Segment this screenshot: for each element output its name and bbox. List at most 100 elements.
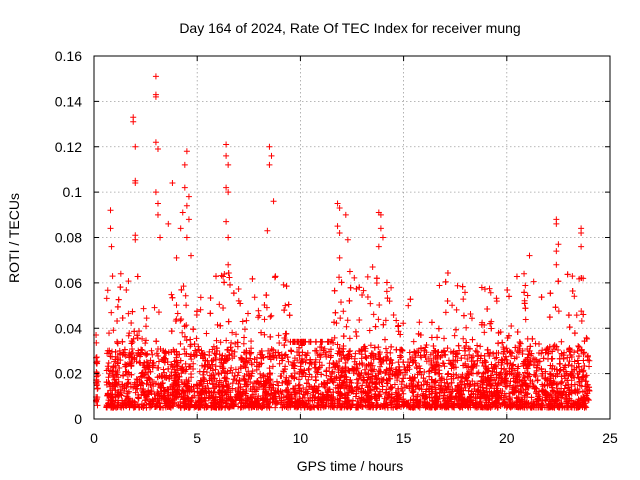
data-point [159, 357, 166, 364]
data-point [484, 347, 491, 354]
data-point [340, 308, 347, 315]
data-point [508, 353, 515, 360]
data-point [237, 354, 244, 361]
data-point [217, 339, 224, 346]
data-point [221, 279, 228, 286]
data-point [299, 373, 306, 380]
data-point [244, 395, 251, 402]
data-point [387, 349, 394, 356]
data-point [553, 381, 560, 388]
data-point [187, 343, 194, 350]
data-point [134, 335, 141, 342]
data-point [153, 350, 160, 357]
data-point [158, 384, 165, 391]
data-point [522, 362, 529, 369]
data-point [309, 386, 316, 393]
data-point [142, 397, 149, 404]
data-point [143, 337, 150, 344]
data-point [506, 390, 513, 397]
data-point [110, 327, 117, 334]
data-point [390, 404, 397, 411]
data-point [212, 273, 219, 280]
data-point [400, 320, 407, 327]
data-point [243, 317, 250, 324]
data-point [192, 403, 199, 410]
data-point [176, 373, 183, 380]
data-point [445, 370, 452, 377]
data-point [396, 392, 403, 399]
data-point [291, 374, 298, 381]
data-point [267, 313, 274, 320]
data-point [228, 364, 235, 371]
data-point [266, 384, 273, 391]
data-point [173, 394, 180, 401]
data-point [364, 294, 371, 301]
data-point [313, 338, 320, 345]
data-point [241, 362, 248, 369]
data-point [564, 354, 571, 361]
data-point [122, 363, 129, 370]
data-point [331, 319, 338, 326]
data-point [201, 362, 208, 369]
data-point [444, 298, 451, 305]
data-point [229, 385, 236, 392]
data-point [412, 360, 419, 367]
data-point [331, 287, 338, 294]
data-point [340, 368, 347, 375]
data-point [256, 312, 263, 319]
data-point [174, 310, 181, 317]
data-point [183, 302, 190, 309]
data-point [564, 271, 571, 278]
data-point [489, 393, 496, 400]
data-point [286, 312, 293, 319]
data-point [171, 400, 178, 407]
data-point [561, 385, 568, 392]
data-point [562, 382, 569, 389]
data-point [444, 371, 451, 378]
data-point [388, 391, 395, 398]
data-point [515, 363, 522, 370]
data-point [140, 386, 147, 393]
data-point [499, 357, 506, 364]
data-point [140, 392, 147, 399]
data-point [132, 389, 139, 396]
data-point [362, 354, 369, 361]
data-point [575, 388, 582, 395]
data-point [180, 283, 187, 290]
data-point [522, 316, 529, 323]
data-point [275, 352, 282, 359]
data-point [224, 389, 231, 396]
data-point [525, 351, 532, 358]
data-point [230, 290, 237, 297]
data-point [455, 342, 462, 349]
data-point [376, 355, 383, 362]
data-point [469, 378, 476, 385]
data-point [450, 401, 457, 408]
data-point [297, 360, 304, 367]
data-point [367, 375, 374, 382]
data-point [303, 352, 310, 359]
data-point [576, 378, 583, 385]
data-point [244, 310, 251, 317]
data-point [482, 369, 489, 376]
data-point [260, 372, 267, 379]
data-point [104, 347, 111, 354]
data-point [382, 370, 389, 377]
data-point [299, 349, 306, 356]
data-point [580, 357, 587, 364]
data-point [434, 361, 441, 368]
data-point [564, 377, 571, 384]
data-point [200, 371, 207, 378]
data-point [149, 351, 156, 358]
data-point [139, 335, 146, 342]
data-point [521, 289, 528, 296]
data-point [196, 382, 203, 389]
data-point [113, 371, 120, 378]
data-point [337, 315, 344, 322]
data-point [243, 387, 250, 394]
data-point [283, 388, 290, 395]
data-point [533, 367, 540, 374]
data-point [432, 347, 439, 354]
data-point [379, 383, 386, 390]
data-point [428, 376, 435, 383]
